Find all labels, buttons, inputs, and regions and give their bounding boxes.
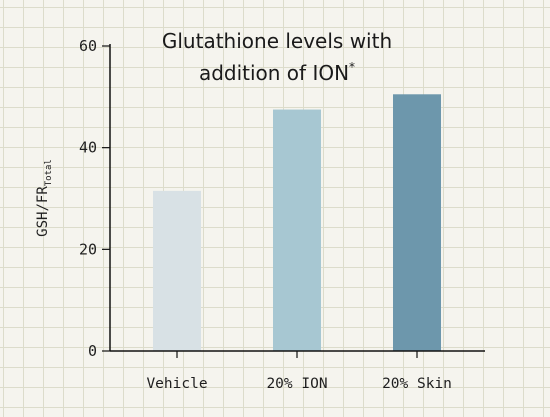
y-tick-label-3: 40 — [79, 139, 97, 157]
bar-3 — [393, 94, 441, 352]
chart-title-asterisk: * — [349, 60, 355, 74]
y-axis-label-text: GSH/FR — [35, 186, 51, 237]
bar-1 — [153, 190, 201, 351]
bars-group — [153, 94, 441, 352]
x-tick-label-3: 20% Skin — [382, 376, 452, 392]
y-tick-label-2: 20 — [79, 240, 97, 258]
y-tick-label-1: 0 — [88, 342, 97, 360]
bar-2 — [273, 109, 321, 352]
chart-title-line-2: addition of ION* — [199, 60, 355, 85]
chart-title-line-2-text: addition of ION — [199, 61, 349, 85]
chart-title-line-1: Glutathione levels with — [162, 29, 392, 53]
y-axis-label: GSH/FRTotal — [35, 159, 54, 237]
y-tick-label-4: 60 — [79, 37, 97, 55]
x-tick-label-1: Vehicle — [146, 376, 207, 392]
x-tick-label-2: 20% ION — [266, 376, 327, 392]
x-ticks-group: Vehicle 20% ION 20% Skin — [146, 351, 452, 392]
y-axis-label-subscript: Total — [44, 159, 54, 186]
y-ticks-group: 0 20 40 60 — [79, 37, 110, 360]
